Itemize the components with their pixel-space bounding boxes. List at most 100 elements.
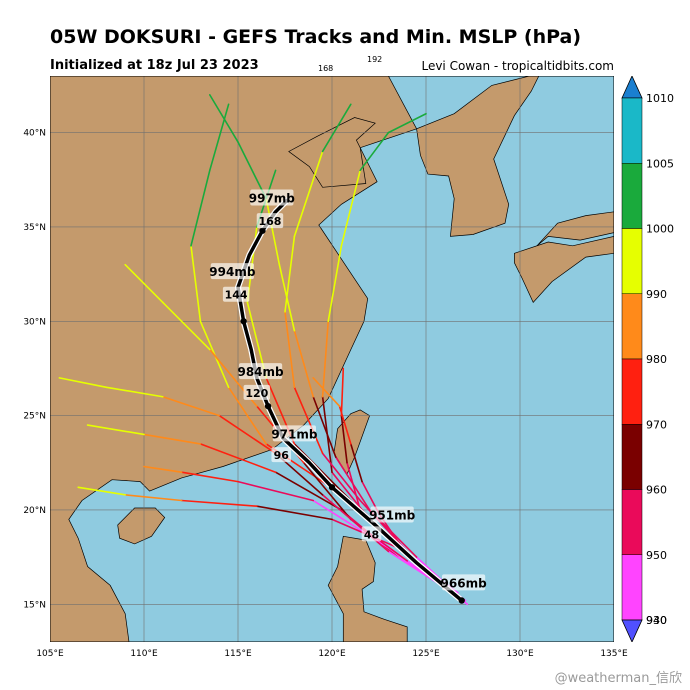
- mean-label-text: 168: [258, 215, 281, 228]
- x-tick-label: 110°E: [130, 649, 158, 659]
- member-2-segment: [359, 131, 390, 172]
- mean-label-bg: [222, 286, 250, 302]
- mean-label: 120: [243, 384, 271, 400]
- y-tick-label: 25°N: [23, 412, 46, 422]
- mean-label: 96: [271, 447, 292, 463]
- member-8-segment: [278, 263, 296, 332]
- y-tick-label: 35°N: [23, 223, 46, 233]
- mean-label-bg: [250, 189, 294, 206]
- chart-subtitle: Initialized at 18z Jul 23 2023: [50, 58, 259, 73]
- member-11-segment: [321, 494, 390, 553]
- stray-label-192: 192: [367, 55, 383, 64]
- mean-label-text: 96: [274, 449, 290, 462]
- colorbar-label: 1010: [646, 92, 674, 105]
- colorbar-label: 1005: [646, 157, 674, 170]
- mean-label-text: 971mb: [271, 427, 318, 441]
- member-7-segment: [180, 499, 258, 507]
- colorbar-label: 980: [646, 353, 667, 366]
- colorbar-label: 960: [646, 484, 667, 497]
- x-tick-label: 105°E: [36, 649, 64, 659]
- mean-track-point: [259, 227, 266, 234]
- stray-label-168: 168: [318, 64, 334, 73]
- member-0-segment: [293, 443, 352, 502]
- member-11-segment: [218, 414, 277, 455]
- credit-text: Levi Cowan - tropicaltidbits.com: [421, 59, 614, 73]
- mean-label-text: 966mb: [441, 576, 488, 590]
- lat-lon-grid: [50, 76, 614, 642]
- mean-track-labels: 966mb 951mb 48 971mb 96 984mb 120 994mb 144 997mb…: [209, 189, 488, 591]
- colorbar-segment: [621, 97, 643, 164]
- member-10-segment: [338, 405, 352, 445]
- member-11-segment: [58, 377, 108, 389]
- member-7-segment: [124, 494, 183, 502]
- mean-label-bg: [272, 425, 316, 442]
- member-11-segment: [105, 386, 164, 398]
- mean-label-text: 144: [225, 289, 248, 302]
- member-9-segment: [162, 301, 211, 351]
- mean-label: 994mb: [209, 263, 256, 280]
- member-1-segment: [86, 424, 145, 436]
- mean-label-text: 951mb: [369, 508, 416, 522]
- member-8-segment: [237, 141, 267, 200]
- mean-label-text: 120: [245, 387, 268, 400]
- mean-label-bg: [243, 384, 271, 400]
- member-4-segment: [284, 311, 296, 389]
- mean-track-point: [240, 318, 247, 325]
- chart-title: 05W DOKSURI - GEFS Tracks and Min. MSLP …: [50, 26, 582, 48]
- colorbar-label: 940: [646, 614, 667, 627]
- y-tick-label: 20°N: [23, 506, 46, 516]
- member-5-segment: [190, 169, 211, 247]
- member-4-segment: [321, 103, 352, 153]
- colorbar-bottom-arrow: [621, 619, 643, 642]
- member-4-segment: [321, 452, 362, 502]
- member-2-segment: [340, 169, 362, 247]
- colorbar-label: 970: [646, 418, 667, 431]
- mean-label: 966mb: [441, 574, 488, 591]
- member-1-segment: [199, 443, 277, 474]
- mean-label: 144: [222, 286, 250, 302]
- member-3-segment: [143, 465, 183, 474]
- mean-track-point: [458, 597, 465, 604]
- colorbar-segment: [621, 489, 643, 555]
- mean-label-bg: [442, 574, 486, 591]
- member-1-segment: [274, 471, 343, 511]
- member-9-segment: [124, 263, 164, 304]
- colorbar-label: 930: [646, 614, 667, 627]
- mean-label: 971mb: [271, 425, 318, 442]
- colorbar-label: 950: [646, 549, 667, 562]
- land-hainan: [117, 507, 166, 545]
- member-10-segment: [349, 443, 363, 483]
- member-5-segment: [190, 245, 202, 323]
- member-11-segment: [162, 395, 220, 417]
- member-8-segment: [265, 197, 281, 266]
- member-3-segment: [237, 480, 315, 502]
- member-4-segment: [293, 386, 324, 455]
- mean-label: 951mb: [369, 506, 416, 523]
- mean-label-bg: [271, 447, 292, 463]
- mean-label-bg: [370, 506, 414, 523]
- mean-label: 48: [361, 526, 382, 542]
- watermark: @weatherman_信欣: [554, 671, 682, 686]
- member-8-segment: [334, 456, 371, 511]
- colorbar-segment: [621, 163, 643, 229]
- mean-label-text: 48: [364, 528, 379, 541]
- x-tick-label: 115°E: [224, 649, 252, 659]
- x-tick-label: 125°E: [412, 649, 440, 659]
- member-10-segment: [312, 377, 341, 407]
- colorbar-top-arrow: [621, 76, 643, 99]
- member-7-segment: [256, 505, 333, 521]
- mean-label-text: 997mb: [249, 192, 296, 206]
- land-japan-kyushu: [514, 236, 614, 304]
- mean-label-bg: [210, 263, 254, 280]
- track-map: 966mb 951mb 48 971mb 96 984mb 120 994mb 144 997mb…: [50, 76, 614, 642]
- y-tick-label: 40°N: [23, 129, 46, 139]
- x-tick-label: 120°E: [318, 649, 346, 659]
- mean-label: 168: [256, 213, 284, 229]
- mean-label-text: 994mb: [209, 265, 256, 279]
- member-5-segment: [209, 103, 230, 172]
- land-korea: [416, 76, 540, 237]
- mean-track-point: [328, 484, 336, 491]
- member-6-segment: [340, 414, 348, 464]
- colorbar-segment: [621, 358, 643, 425]
- land-luzon: [327, 535, 408, 642]
